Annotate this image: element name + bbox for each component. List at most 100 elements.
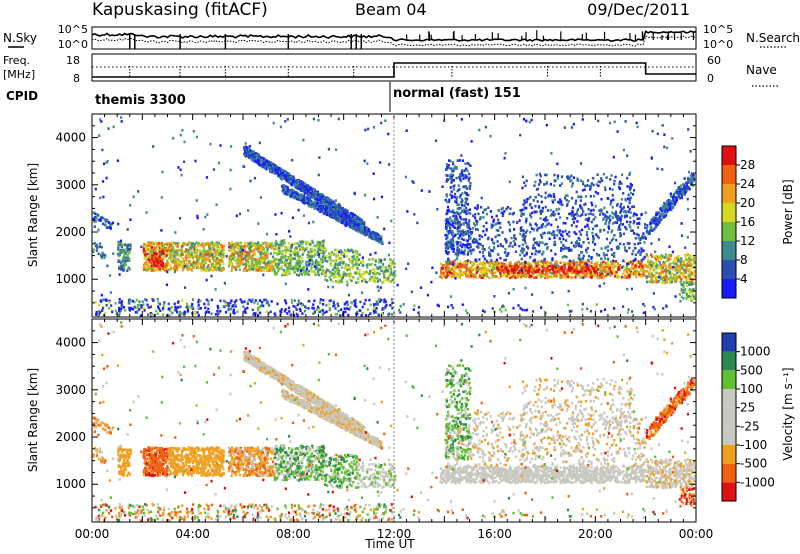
power-cell (278, 252, 281, 256)
power-cell (254, 154, 257, 157)
power-cell (235, 268, 238, 272)
power-cell (298, 265, 301, 268)
power-cell (122, 269, 125, 272)
power-cell (149, 247, 153, 250)
power-cell (316, 260, 319, 264)
power-cell (103, 256, 106, 259)
power-cell (314, 253, 317, 256)
power-cell (364, 232, 367, 236)
power-cell (639, 262, 642, 266)
power-cell (478, 267, 481, 270)
power-cell (240, 257, 244, 261)
power-cell (182, 259, 185, 262)
power-cell (158, 242, 161, 245)
power-cell (294, 253, 297, 257)
power-cell (280, 251, 284, 254)
power-cell (155, 257, 158, 261)
power-cell (247, 257, 250, 260)
power-cell (200, 264, 203, 268)
power-cell (324, 269, 327, 273)
power-cell (494, 271, 497, 274)
power-cell (513, 271, 516, 274)
power-cell (287, 266, 290, 270)
date-label: 09/Dec/2011 (587, 0, 690, 19)
power-cell (376, 237, 379, 240)
power-cell (259, 266, 263, 269)
power-cell (306, 187, 309, 191)
power-cell (280, 176, 283, 180)
power-cell (263, 258, 266, 261)
power-cell (120, 245, 123, 249)
power-cell (209, 267, 212, 270)
power-cell (268, 245, 271, 248)
power-cell (308, 203, 311, 206)
power-cell (324, 256, 327, 260)
power-cell (493, 267, 496, 270)
power-cell (265, 160, 268, 163)
power-cell (260, 255, 264, 259)
power-cell (170, 248, 173, 252)
power-cell (617, 266, 621, 270)
power-cell (365, 230, 368, 233)
power-cell (249, 245, 253, 248)
power-cell (339, 214, 342, 217)
power-cell (356, 260, 359, 263)
power-cell (289, 261, 292, 265)
power-cell (243, 154, 247, 157)
power-cell (337, 281, 340, 284)
power-cell (332, 205, 335, 209)
power-cell (298, 267, 301, 271)
power-cell (596, 276, 600, 279)
power-cell (253, 264, 256, 267)
power-cell (238, 258, 241, 261)
power-cell (322, 244, 325, 247)
power-cell (342, 261, 345, 264)
power-cell (293, 196, 296, 200)
power-cell (106, 218, 109, 222)
power-cell (180, 264, 183, 268)
power-cell (128, 250, 131, 254)
power-cell (187, 241, 190, 244)
power-cell (286, 273, 289, 277)
nave-tick-bottom: 0 (707, 72, 714, 85)
power-cell (464, 264, 467, 268)
cpid-mode-normal: normal (fast) 151 (393, 86, 521, 101)
power-cell (353, 222, 357, 226)
power-cell (284, 255, 287, 258)
power-cell (186, 262, 189, 266)
power-cell (155, 247, 158, 250)
power-cell (334, 248, 337, 252)
power-cell (120, 261, 123, 265)
power-cell (635, 260, 638, 264)
power-cell (285, 190, 288, 193)
power-cell (256, 159, 259, 162)
freq-trace (92, 62, 696, 78)
power-cell (219, 269, 222, 273)
power-cell (155, 264, 158, 268)
power-cell (119, 267, 122, 271)
power-cell (215, 244, 218, 248)
power-cell (493, 261, 496, 264)
power-cell (99, 219, 102, 222)
power-cell (686, 253, 689, 257)
power-cell (182, 268, 185, 272)
power-cell (246, 250, 250, 254)
power-cell (289, 179, 292, 182)
power-cell (247, 155, 250, 159)
power-cell (284, 176, 287, 180)
power-cell (246, 254, 249, 257)
power-cell (270, 265, 273, 269)
power-cell (279, 171, 282, 174)
power-cell (181, 244, 184, 247)
power-cell (221, 253, 224, 256)
power-cell (189, 241, 192, 245)
power-cell (111, 221, 115, 225)
power-cell (326, 279, 329, 282)
power-cell (97, 252, 100, 256)
power-cell (328, 275, 331, 279)
power-cell (159, 269, 162, 272)
power-cell (347, 215, 350, 218)
power-cell (173, 268, 177, 272)
power-cell (264, 165, 267, 169)
power-cell (259, 164, 262, 167)
